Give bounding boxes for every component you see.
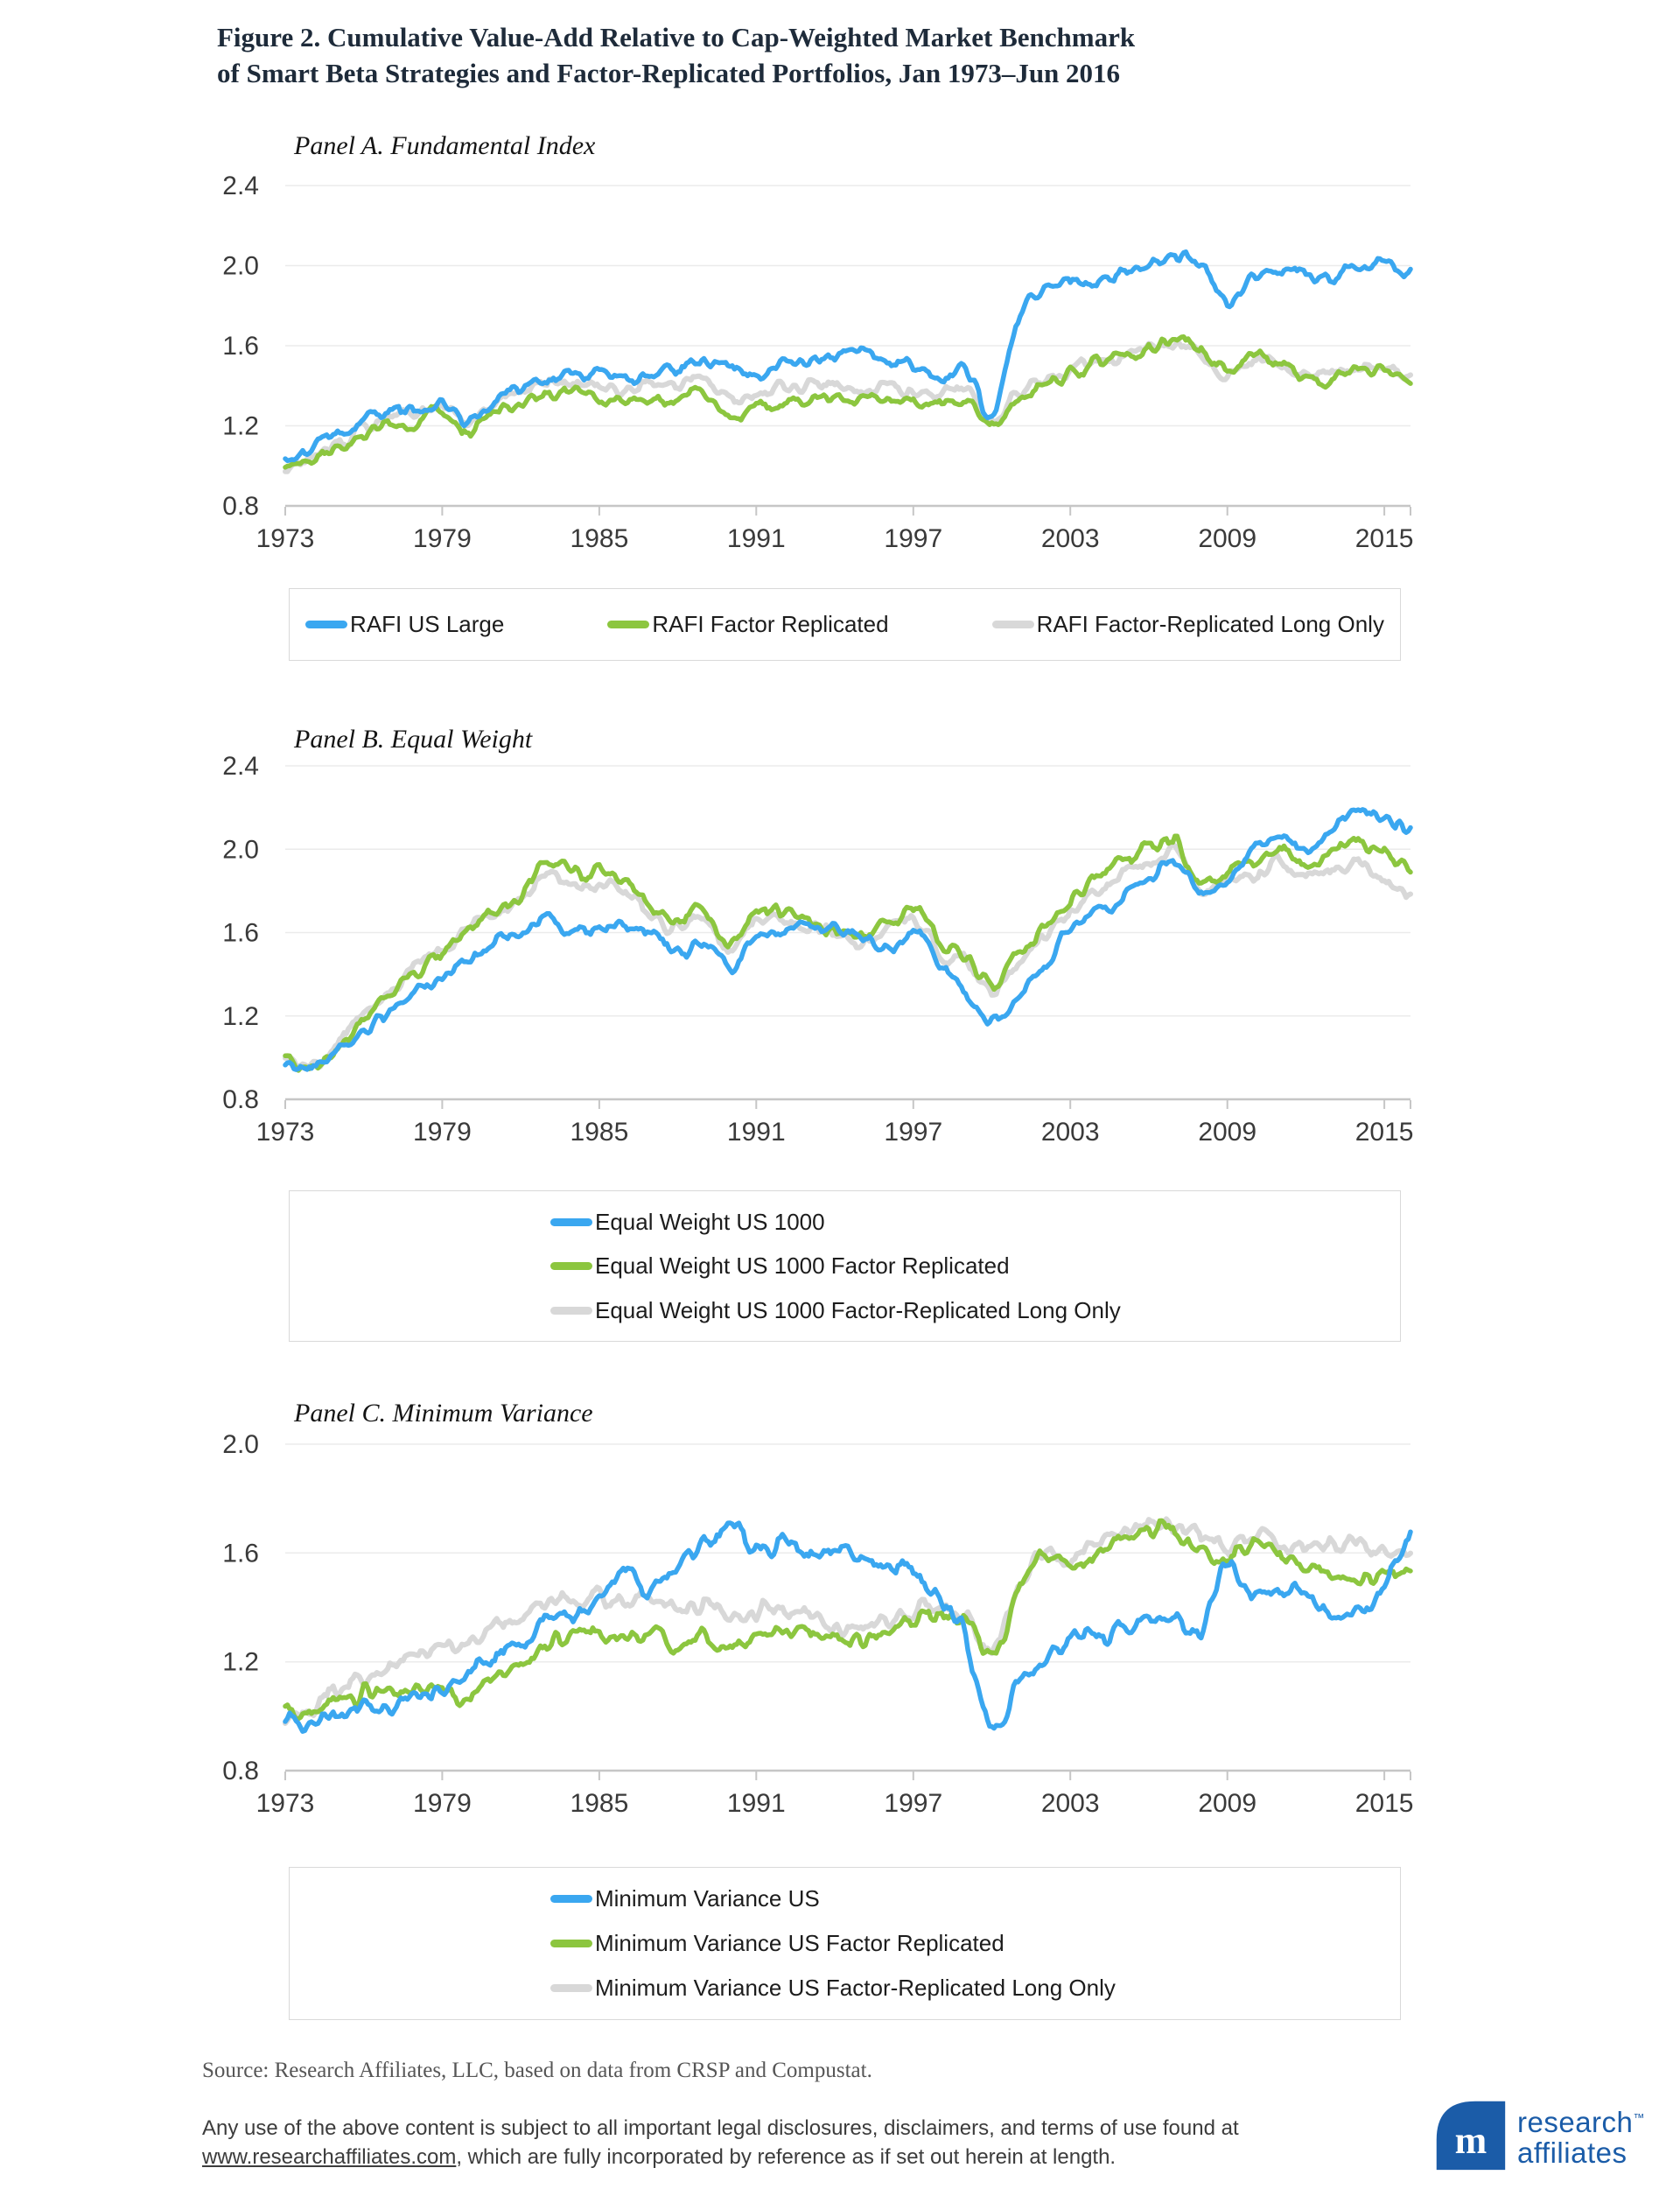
svg-text:1973: 1973 <box>256 524 315 553</box>
panel-a-legend: RAFI US Large RAFI Factor Replicated RAF… <box>289 588 1401 661</box>
panel-b-legend: Equal Weight US 1000 Equal Weight US 100… <box>289 1190 1401 1342</box>
panel-c-legend: Minimum Variance US Minimum Variance US … <box>289 1867 1401 2020</box>
figure-title-line2: of Smart Beta Strategies and Factor-Repl… <box>217 58 1121 88</box>
trademark-symbol: ™ <box>1633 2110 1645 2124</box>
legend-item: RAFI US Large <box>305 611 504 638</box>
svg-text:0.8: 0.8 <box>222 1757 259 1786</box>
svg-text:1973: 1973 <box>256 1118 315 1147</box>
figure-title: Figure 2. Cumulative Value-Add Relative … <box>217 19 1512 91</box>
logo-word-research: research <box>1517 2105 1634 2138</box>
legend-label: Minimum Variance US Factor-Replicated Lo… <box>595 1975 1116 2001</box>
svg-text:1.6: 1.6 <box>222 1539 259 1568</box>
svg-text:0.8: 0.8 <box>222 1085 259 1114</box>
legend-swatch-gray <box>550 1984 592 1992</box>
legend-swatch-gray <box>991 621 1034 628</box>
legend-swatch-green <box>550 1262 592 1270</box>
legend-label: Minimum Variance US <box>595 1885 820 1912</box>
research-affiliates-logo: m research™ affiliates <box>1432 2096 1645 2173</box>
legend-item: Minimum Variance US Factor-Replicated Lo… <box>550 1975 1116 2002</box>
svg-text:2009: 2009 <box>1198 524 1256 553</box>
disclaimer-line1: Any use of the above content is subject … <box>202 2116 1239 2140</box>
svg-text:2.0: 2.0 <box>222 835 259 864</box>
legend-item: Minimum Variance US <box>550 1885 820 1912</box>
svg-text:1997: 1997 <box>884 524 942 553</box>
svg-text:2.0: 2.0 <box>222 1430 259 1459</box>
svg-text:0.8: 0.8 <box>222 492 259 521</box>
svg-text:1973: 1973 <box>256 1789 315 1818</box>
panel-c-heading: Panel C. Minimum Variance <box>294 1399 593 1428</box>
svg-text:2.4: 2.4 <box>222 172 259 200</box>
svg-text:1.2: 1.2 <box>222 412 259 441</box>
legend-label: Minimum Variance US Factor Replicated <box>595 1930 1004 1956</box>
svg-text:2003: 2003 <box>1041 1118 1100 1147</box>
legend-label: Equal Weight US 1000 Factor Replicated <box>595 1252 1010 1279</box>
legend-swatch-blue <box>550 1217 592 1226</box>
svg-text:1991: 1991 <box>727 1118 786 1147</box>
logo-word-affiliates: affiliates <box>1517 2136 1628 2169</box>
svg-text:1.2: 1.2 <box>222 1648 259 1677</box>
legend-label: RAFI US Large <box>350 611 505 637</box>
legend-item: Minimum Variance US Factor Replicated <box>550 1930 1004 1957</box>
svg-text:1985: 1985 <box>570 524 629 553</box>
legend-swatch-green <box>607 621 650 628</box>
svg-text:1979: 1979 <box>413 524 472 553</box>
svg-text:2015: 2015 <box>1355 1789 1414 1818</box>
disclaimer-text: Any use of the above content is subject … <box>202 2114 1375 2171</box>
svg-text:1997: 1997 <box>884 1118 942 1147</box>
panel-a-chart: 2.4 2.0 1.6 1.2 0.8 1973 1979 1985 1991 1997 2003 2… <box>222 172 1414 553</box>
legend-item: Equal Weight US 1000 <box>550 1209 825 1236</box>
panel-a-heading: Panel A. Fundamental Index <box>294 131 596 160</box>
svg-text:2009: 2009 <box>1198 1789 1256 1818</box>
svg-text:2015: 2015 <box>1355 524 1414 553</box>
legend-label: Equal Weight US 1000 <box>595 1208 825 1235</box>
svg-text:2003: 2003 <box>1041 1789 1100 1818</box>
legend-label: Equal Weight US 1000 Factor-Replicated L… <box>595 1296 1121 1323</box>
research-affiliates-link[interactable]: www.researchaffiliates.com <box>202 2145 457 2169</box>
svg-text:2009: 2009 <box>1198 1118 1256 1147</box>
svg-text:2.0: 2.0 <box>222 252 259 281</box>
legend-item: RAFI Factor-Replicated Long Only <box>991 611 1384 638</box>
svg-text:1985: 1985 <box>570 1118 629 1147</box>
svg-text:2015: 2015 <box>1355 1118 1414 1147</box>
logo-wordmark: research™ affiliates <box>1517 2102 1645 2168</box>
svg-text:2.4: 2.4 <box>222 753 259 781</box>
svg-text:1991: 1991 <box>727 524 786 553</box>
svg-text:1.2: 1.2 <box>222 1002 259 1031</box>
figure-title-line1: Figure 2. Cumulative Value-Add Relative … <box>217 22 1136 53</box>
panel-b-heading: Panel B. Equal Weight <box>294 725 533 754</box>
svg-text:1.6: 1.6 <box>222 332 259 361</box>
svg-text:1991: 1991 <box>727 1789 786 1818</box>
disclaimer-line2: , which are fully incorporated by refere… <box>456 2145 1116 2169</box>
panel-c-chart: 2.0 1.6 1.2 0.8 1973 1979 1985 1991 1997 2003 2009… <box>222 1430 1414 1818</box>
legend-label: RAFI Factor Replicated <box>652 611 889 637</box>
ra-logo-mark: m <box>1436 2101 1506 2171</box>
legend-item: RAFI Factor Replicated <box>607 611 889 638</box>
ra-monogram: m <box>1455 2119 1488 2162</box>
svg-text:1.6: 1.6 <box>222 919 259 948</box>
legend-item: Equal Weight US 1000 Factor-Replicated L… <box>550 1297 1121 1324</box>
svg-text:1979: 1979 <box>413 1118 472 1147</box>
svg-text:1997: 1997 <box>884 1789 942 1818</box>
svg-text:2003: 2003 <box>1041 524 1100 553</box>
legend-swatch-blue <box>305 621 348 628</box>
source-note: Source: Research Affiliates, LLC, based … <box>202 2059 872 2082</box>
svg-text:1985: 1985 <box>570 1789 629 1818</box>
panel-b-chart: 2.4 2.0 1.6 1.2 0.8 1973 1979 1985 1991 1997 2003 2… <box>222 753 1414 1147</box>
svg-text:1979: 1979 <box>413 1789 472 1818</box>
legend-item: Equal Weight US 1000 Factor Replicated <box>550 1252 1010 1280</box>
legend-swatch-green <box>550 1940 592 1947</box>
legend-label: RAFI Factor-Replicated Long Only <box>1036 611 1384 637</box>
legend-swatch-blue <box>550 1895 592 1903</box>
legend-swatch-gray <box>550 1306 592 1315</box>
